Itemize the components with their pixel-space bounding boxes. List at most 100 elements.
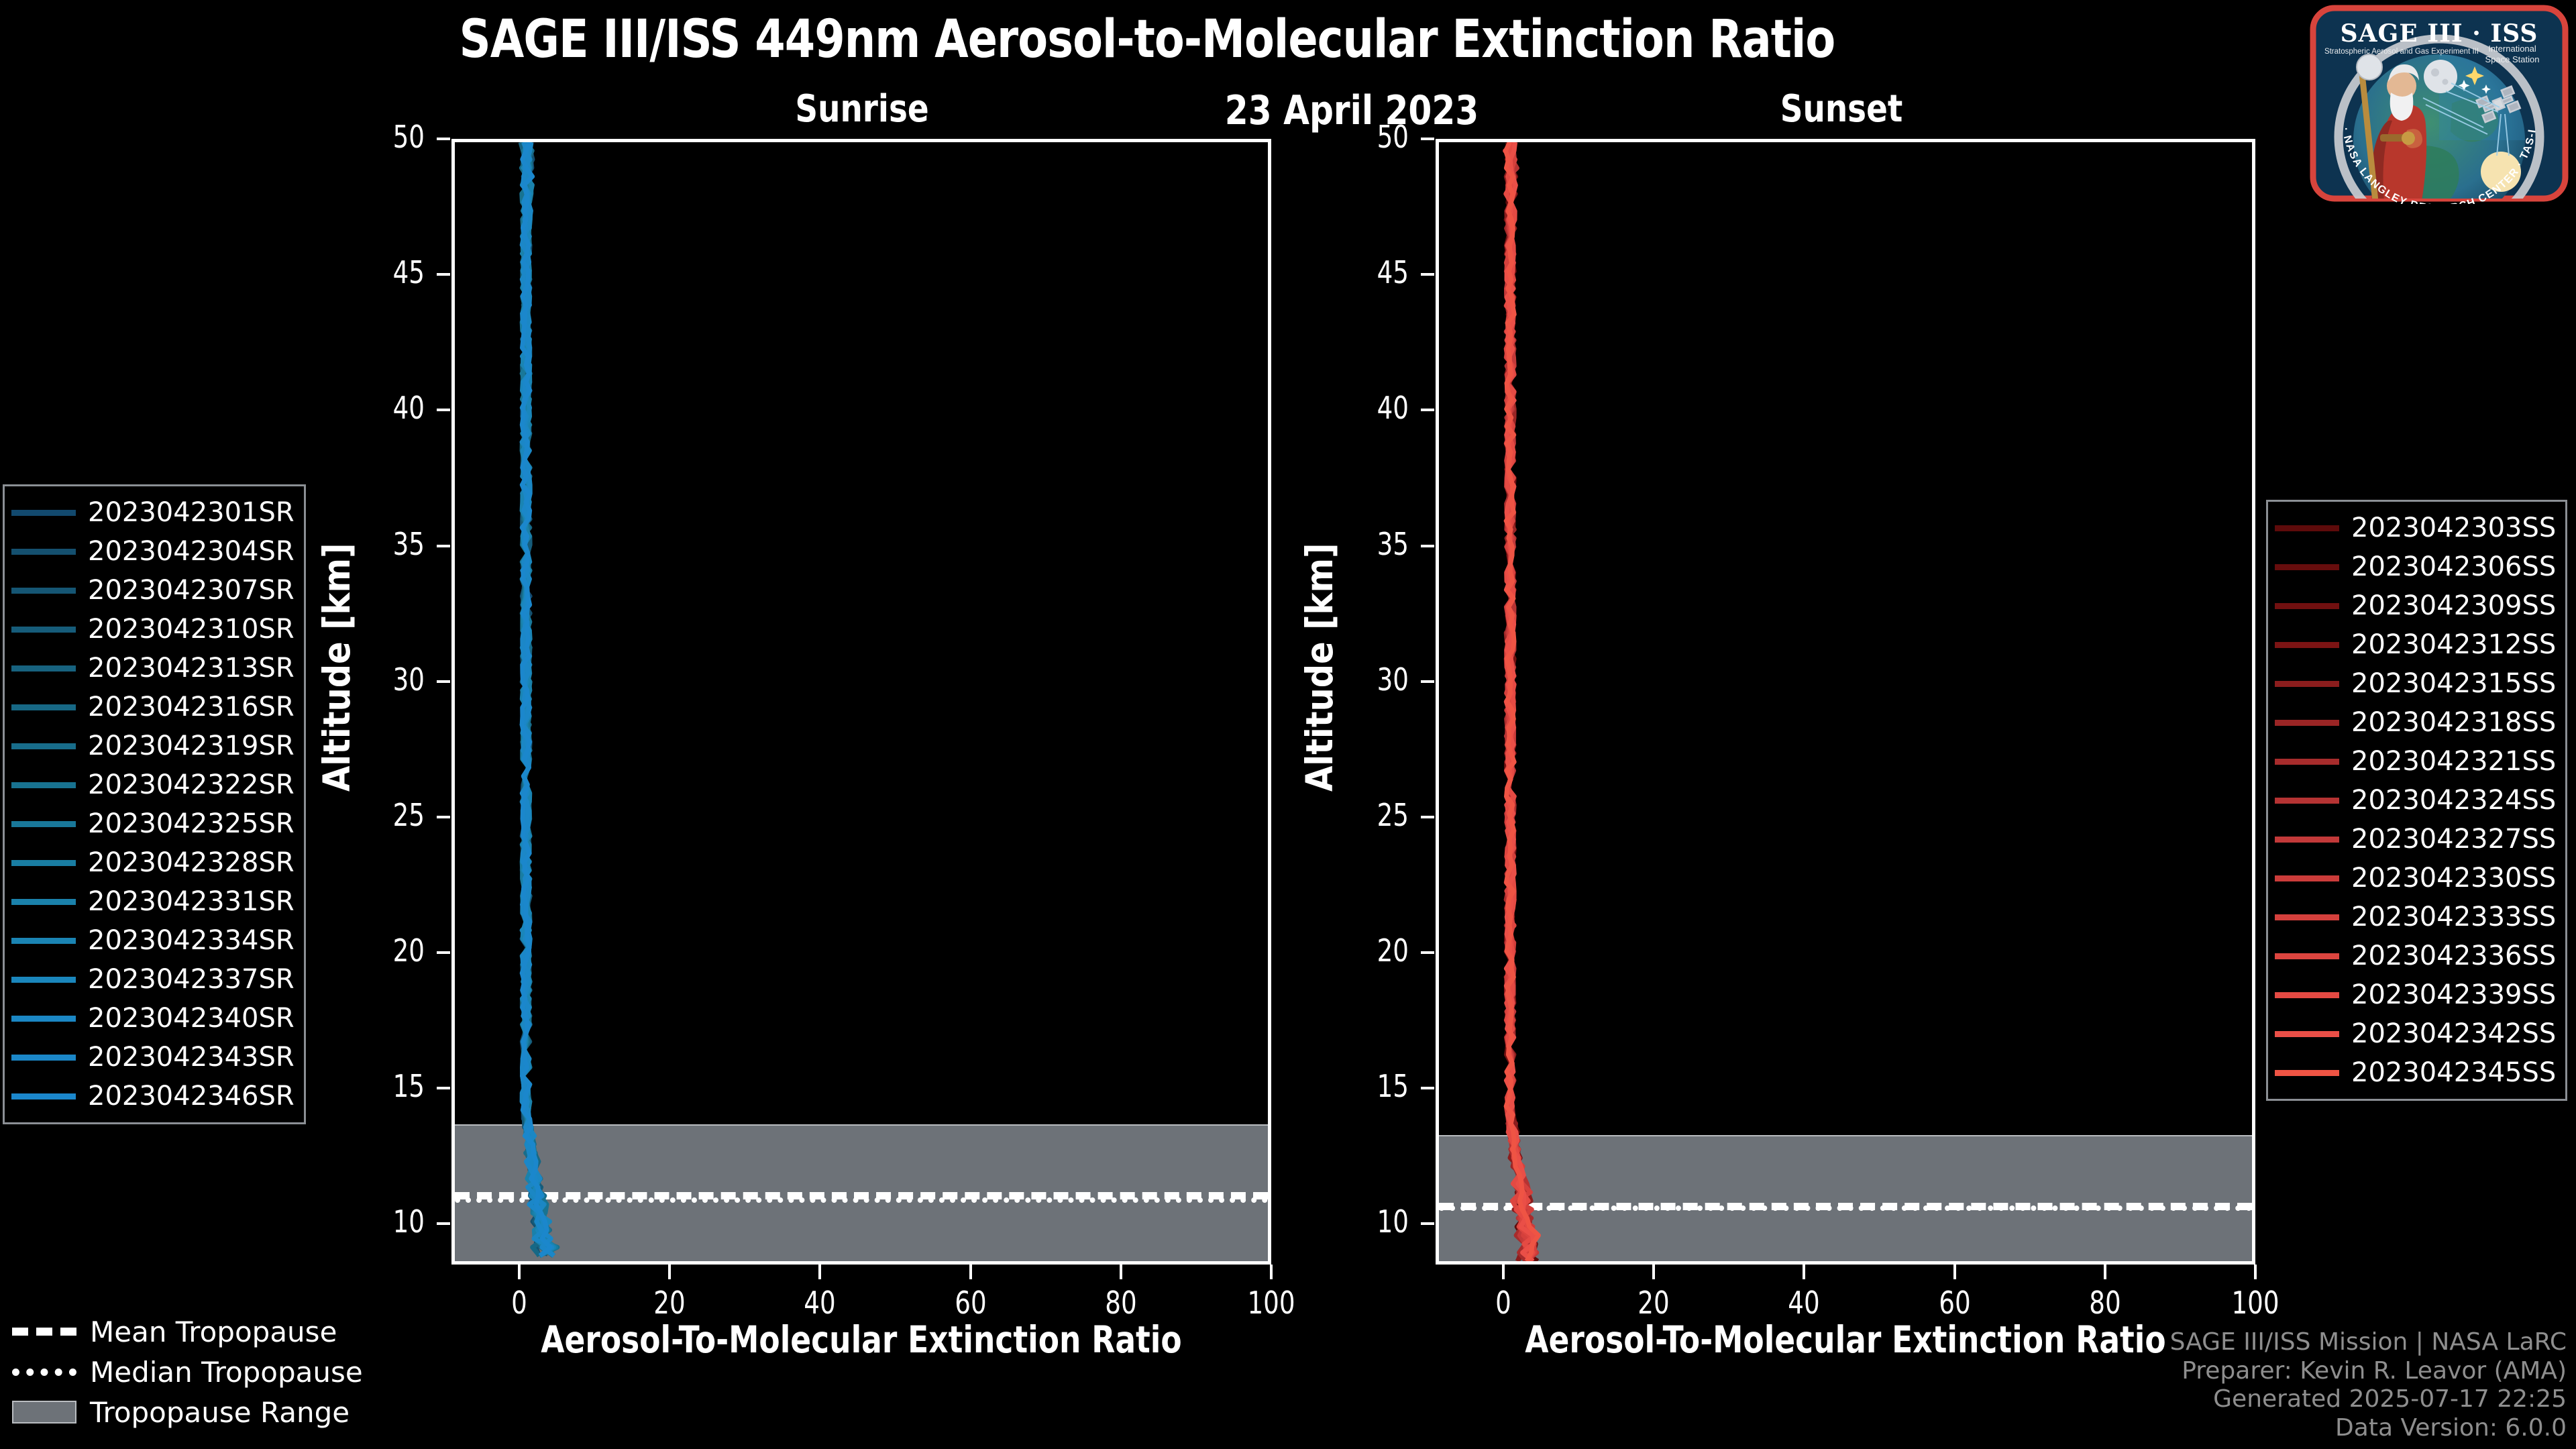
ytick-label: 35 xyxy=(1377,525,1409,562)
legend-label: 2023042345SS xyxy=(2351,1057,2557,1088)
legend-color-swatch xyxy=(11,1093,76,1099)
sunrise-legend[interactable]: 2023042301SR 2023042304SR 2023042307SR 2023… xyxy=(3,484,306,1124)
legend-item[interactable]: 2023042301SR xyxy=(11,493,294,532)
legend-label: 2023042304SR xyxy=(88,536,294,567)
legend-label-tropopause-range: Tropopause Range xyxy=(90,1395,350,1429)
legend-item[interactable]: 2023042346SR xyxy=(11,1077,294,1116)
legend-color-swatch xyxy=(11,743,76,749)
xtick-mark xyxy=(1119,1265,1122,1279)
ytick-mark xyxy=(1421,273,1434,276)
star-icon-3 xyxy=(2481,85,2491,94)
xtick-mark xyxy=(969,1265,972,1279)
xtick-mark xyxy=(1652,1265,1656,1279)
legend-label: 2023042307SR xyxy=(88,575,294,606)
legend-item[interactable]: 2023042321SS xyxy=(2275,742,2556,781)
ytick-label: 45 xyxy=(1377,254,1409,291)
dotted-line-icon xyxy=(12,1368,76,1376)
legend-item[interactable]: 2023042324SS xyxy=(2275,781,2556,820)
legend-label: 2023042331SR xyxy=(88,886,294,917)
sunrise-yaxis-title: Altitude [km] xyxy=(315,543,358,792)
legend-item[interactable]: 2023042325SR xyxy=(11,804,294,843)
legend-item[interactable]: 2023042342SS xyxy=(2275,1014,2556,1053)
legend-item[interactable]: 2023042316SR xyxy=(11,688,294,727)
legend-item[interactable]: 2023042312SS xyxy=(2275,625,2556,664)
dashed-line-icon xyxy=(12,1328,76,1336)
legend-item[interactable]: 2023042331SR xyxy=(11,882,294,921)
sunrise-profile-series xyxy=(518,142,560,1258)
patch-title: SAGE III · ISS xyxy=(2341,19,2538,48)
ytick-mark xyxy=(1421,951,1434,954)
legend-label: 2023042321SS xyxy=(2351,746,2557,777)
legend-item[interactable]: 2023042343SR xyxy=(11,1038,294,1077)
xtick-label: 0 xyxy=(1495,1285,1511,1321)
ytick-label: 50 xyxy=(392,119,425,155)
legend-label: 2023042312SS xyxy=(2351,629,2557,660)
legend-label: 2023042310SR xyxy=(88,614,294,645)
legend-item[interactable]: 2023042328SR xyxy=(11,843,294,882)
legend-color-swatch xyxy=(2275,719,2339,726)
ytick-mark xyxy=(437,409,450,412)
legend-label: 2023042309SS xyxy=(2351,590,2557,621)
sunset-yaxis-title: Altitude [km] xyxy=(1298,543,1341,792)
legend-item[interactable]: 2023042334SR xyxy=(11,921,294,960)
legend-item[interactable]: 2023042307SR xyxy=(11,571,294,610)
legend-label: 2023042343SR xyxy=(88,1042,294,1073)
patch-subtitle-left: Stratospheric Aerosol and Gas Experiment… xyxy=(2324,48,2479,56)
ytick-mark xyxy=(437,815,450,818)
legend-item[interactable]: 2023042336SS xyxy=(2275,936,2556,975)
xtick-mark xyxy=(818,1265,822,1279)
legend-item[interactable]: 2023042333SS xyxy=(2275,898,2556,936)
sage-figure-icon xyxy=(2356,54,2427,199)
legend-item-median-tropopause: Median Tropopause xyxy=(12,1352,363,1392)
legend-item[interactable]: 2023042315SS xyxy=(2275,664,2556,703)
legend-item[interactable]: 2023042319SR xyxy=(11,727,294,765)
legend-label: 2023042318SS xyxy=(2351,707,2557,738)
ytick-label: 10 xyxy=(392,1203,425,1240)
legend-color-swatch xyxy=(2275,525,2339,531)
legend-color-swatch xyxy=(2275,641,2339,648)
legend-label: 2023042327SS xyxy=(2351,824,2557,855)
ytick-label: 35 xyxy=(392,525,425,562)
ytick-mark xyxy=(437,544,450,547)
credits-generated: Generated 2025-07-17 22:25 xyxy=(2213,1385,2567,1413)
legend-label: 2023042319SR xyxy=(88,731,294,761)
legend-color-swatch xyxy=(11,548,76,555)
legend-item-mean-tropopause: Mean Tropopause xyxy=(12,1311,363,1352)
ytick-label: 40 xyxy=(392,390,425,427)
legend-item[interactable]: 2023042303SS xyxy=(2275,508,2556,547)
legend-item[interactable]: 2023042309SS xyxy=(2275,586,2556,625)
credits-block: SAGE III/ISS Mission | NASA LaRC Prepare… xyxy=(2170,1328,2567,1442)
xtick-label: 0 xyxy=(511,1285,527,1321)
sunset-legend[interactable]: 2023042303SS 2023042306SS 2023042309SS 2023… xyxy=(2266,500,2568,1101)
legend-item[interactable]: 2023042322SR xyxy=(11,765,294,804)
legend-item[interactable]: 2023042340SR xyxy=(11,999,294,1038)
tropopause-legend: Mean Tropopause Median Tropopause Tropop… xyxy=(12,1311,363,1432)
legend-item[interactable]: 2023042345SS xyxy=(2275,1053,2556,1092)
legend-item[interactable]: 2023042313SR xyxy=(11,649,294,688)
legend-color-swatch xyxy=(11,859,76,866)
legend-label: 2023042315SS xyxy=(2351,668,2557,699)
legend-item[interactable]: 2023042306SS xyxy=(2275,547,2556,586)
legend-item[interactable]: 2023042304SR xyxy=(11,532,294,571)
ytick-label: 15 xyxy=(392,1068,425,1105)
xtick-label: 40 xyxy=(1788,1285,1821,1321)
ytick-mark xyxy=(1421,1087,1434,1090)
legend-label: 2023042340SR xyxy=(88,1003,294,1034)
legend-color-swatch xyxy=(11,820,76,827)
legend-item[interactable]: 2023042330SS xyxy=(2275,859,2556,898)
legend-color-swatch xyxy=(11,1054,76,1061)
legend-label: 2023042330SS xyxy=(2351,863,2557,894)
legend-label-median-tropopause: Median Tropopause xyxy=(90,1355,363,1389)
legend-item[interactable]: 2023042318SS xyxy=(2275,703,2556,742)
legend-item[interactable]: 2023042310SR xyxy=(11,610,294,649)
legend-label: 2023042337SR xyxy=(88,964,294,995)
legend-label: 2023042328SR xyxy=(88,847,294,878)
legend-item[interactable]: 2023042337SR xyxy=(11,960,294,999)
ytick-mark xyxy=(437,1222,450,1226)
legend-color-swatch xyxy=(11,782,76,788)
legend-color-swatch xyxy=(11,509,76,516)
legend-item[interactable]: 2023042327SS xyxy=(2275,820,2556,859)
legend-color-swatch xyxy=(2275,797,2339,804)
legend-color-swatch xyxy=(2275,991,2339,998)
legend-item[interactable]: 2023042339SS xyxy=(2275,975,2556,1014)
